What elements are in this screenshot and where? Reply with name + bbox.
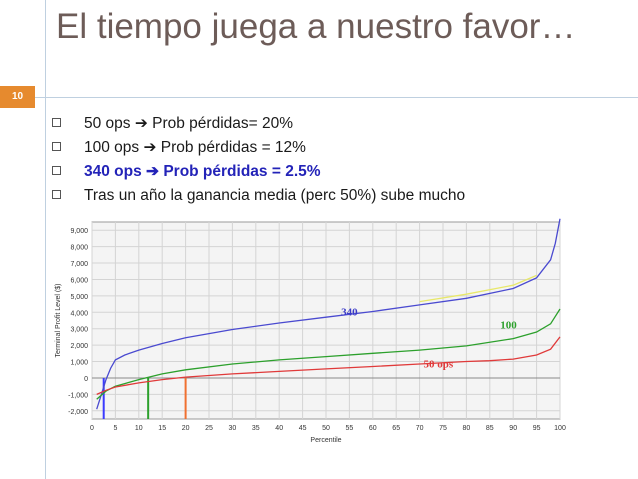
checkbox-bullet-icon xyxy=(52,118,61,127)
x-tick-label: 30 xyxy=(229,425,237,432)
x-tick-label: 95 xyxy=(533,425,541,432)
series-annotation: 100 xyxy=(500,320,517,332)
x-tick-label: 40 xyxy=(275,425,283,432)
y-tick-label: -2,000 xyxy=(68,409,88,416)
y-tick-label: 4,000 xyxy=(70,310,88,317)
y-tick-label: 8,000 xyxy=(70,245,88,252)
bullet-text: 50 ops ➔ Prob pérdidas= 20% xyxy=(84,115,294,132)
x-tick-label: 55 xyxy=(346,425,354,432)
x-tick-label: 65 xyxy=(392,425,400,432)
x-tick-label: 80 xyxy=(463,425,471,432)
x-tick-label: 25 xyxy=(205,425,213,432)
bullet-item-highlight: 340 ops ➔ Prob pérdidas = 2.5% xyxy=(52,162,465,186)
bullet-item: Tras un año la ganancia media (perc 50%)… xyxy=(52,186,465,210)
x-axis-label: Percentile xyxy=(310,437,341,444)
bullet-text: 100 ops ➔ Prob pérdidas = 12% xyxy=(84,139,306,156)
y-tick-label: 9,000 xyxy=(70,228,88,235)
bullet-list: 50 ops ➔ Prob pérdidas= 20% 100 ops ➔ Pr… xyxy=(52,114,465,210)
x-tick-label: 60 xyxy=(369,425,377,432)
y-tick-label: 5,000 xyxy=(70,294,88,301)
x-tick-label: 45 xyxy=(299,425,307,432)
y-tick-label: 0 xyxy=(84,376,88,383)
y-tick-label: -1,000 xyxy=(68,392,88,399)
y-tick-label: 3,000 xyxy=(70,327,88,334)
slide-title: El tiempo juega a nuestro favor… xyxy=(56,7,576,46)
x-tick-label: 10 xyxy=(135,425,143,432)
series-annotation: 340 xyxy=(341,307,358,319)
slide-number: 10 xyxy=(0,86,35,108)
x-tick-label: 20 xyxy=(182,425,190,432)
series-annotation: 50 ops xyxy=(423,358,453,370)
x-tick-label: 90 xyxy=(509,425,517,432)
y-axis-label: Terminal Profit Level ($) xyxy=(55,284,62,358)
series-line xyxy=(96,308,561,400)
y-tick-label: 1,000 xyxy=(70,360,88,367)
checkbox-bullet-icon xyxy=(52,190,61,199)
x-tick-label: 50 xyxy=(322,425,330,432)
x-tick-label: 15 xyxy=(158,425,166,432)
x-tick-label: 85 xyxy=(486,425,494,432)
y-tick-label: 6,000 xyxy=(70,277,88,284)
x-tick-label: 35 xyxy=(252,425,260,432)
checkbox-bullet-icon xyxy=(52,142,61,151)
bullet-item: 50 ops ➔ Prob pérdidas= 20% xyxy=(52,114,465,138)
y-tick-label: 7,000 xyxy=(70,261,88,268)
x-tick-label: 100 xyxy=(554,425,566,432)
horizontal-rule xyxy=(0,97,638,98)
series-line xyxy=(96,336,561,395)
series-line xyxy=(96,218,561,410)
series-line xyxy=(419,274,537,303)
profit-percentile-chart: -2,000 -1,000 0 1,000 2,000 3,000 4,000 5,000 6,… xyxy=(55,218,566,444)
x-tick-label: 5 xyxy=(113,425,117,432)
x-tick-label: 0 xyxy=(90,425,94,432)
vertical-rule xyxy=(45,0,46,479)
bullet-text: 340 ops ➔ Prob pérdidas = 2.5% xyxy=(84,163,321,180)
bullet-item: 100 ops ➔ Prob pérdidas = 12% xyxy=(52,138,465,162)
y-tick-label: 2,000 xyxy=(70,343,88,350)
x-tick-label: 75 xyxy=(439,425,447,432)
bullet-text: Tras un año la ganancia media (perc 50%)… xyxy=(84,187,466,204)
x-tick-label: 70 xyxy=(416,425,424,432)
checkbox-bullet-icon xyxy=(52,166,61,175)
